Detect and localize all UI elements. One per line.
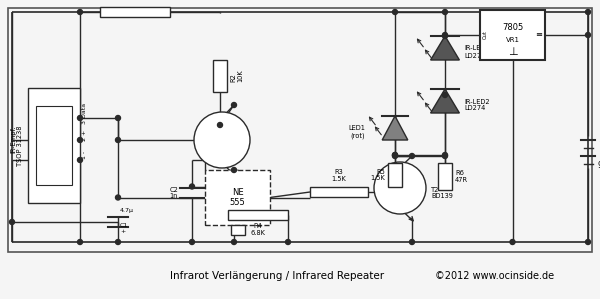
Circle shape	[443, 33, 448, 39]
Circle shape	[586, 33, 590, 37]
Text: Out: Out	[483, 30, 488, 39]
Circle shape	[443, 10, 448, 14]
Circle shape	[232, 103, 236, 108]
Polygon shape	[431, 36, 460, 60]
Text: R4
6.8K: R4 6.8K	[251, 223, 265, 236]
Text: 7805: 7805	[502, 24, 523, 33]
Circle shape	[115, 138, 121, 143]
Text: 4.7µ: 4.7µ	[120, 208, 134, 213]
Polygon shape	[431, 89, 460, 113]
Text: ≡: ≡	[535, 30, 542, 39]
Text: R2
10K: R2 10K	[230, 70, 243, 82]
Circle shape	[510, 239, 515, 245]
Circle shape	[374, 162, 426, 214]
Circle shape	[409, 239, 415, 245]
Text: ©2012 www.ocinside.de: ©2012 www.ocinside.de	[435, 271, 554, 281]
Circle shape	[190, 239, 194, 245]
Text: T2
BD139: T2 BD139	[431, 187, 453, 199]
Text: 9V: 9V	[598, 161, 600, 170]
Bar	[310, 187, 368, 197]
Text: Infrarot Verlängerung / Infrared Repeater: Infrarot Verlängerung / Infrared Repeate…	[170, 271, 384, 281]
Text: ⊥: ⊥	[508, 47, 517, 57]
Circle shape	[115, 115, 121, 120]
Text: NE
555: NE 555	[230, 188, 245, 207]
Bar	[480, 10, 545, 60]
Polygon shape	[382, 116, 408, 140]
Bar	[213, 60, 227, 92]
Bar	[28, 88, 80, 203]
Circle shape	[77, 10, 83, 14]
Text: VR1: VR1	[505, 37, 520, 43]
Circle shape	[10, 219, 14, 225]
Circle shape	[218, 123, 223, 127]
Bar	[438, 163, 452, 190]
Text: 1 -: 1 -	[82, 151, 87, 159]
Bar	[100, 7, 170, 17]
Text: 3 Data: 3 Data	[82, 103, 87, 123]
Circle shape	[443, 152, 448, 158]
Text: 2 +: 2 +	[82, 129, 87, 141]
Circle shape	[232, 239, 236, 245]
Text: T1
BC549C: T1 BC549C	[223, 190, 236, 216]
Text: LED1
(rot): LED1 (rot)	[348, 125, 365, 139]
Circle shape	[443, 153, 448, 158]
Circle shape	[77, 158, 83, 162]
Circle shape	[286, 239, 290, 245]
Circle shape	[586, 10, 590, 14]
Bar	[228, 210, 288, 220]
Circle shape	[409, 153, 415, 158]
Circle shape	[392, 152, 398, 158]
Circle shape	[115, 195, 121, 200]
Text: IR-LED1
LD274: IR-LED1 LD274	[464, 45, 490, 59]
Text: IR-Empf.
TSOP 31238: IR-Empf. TSOP 31238	[10, 125, 23, 166]
Circle shape	[77, 239, 83, 245]
Bar	[230, 225, 245, 235]
Text: +: +	[598, 137, 600, 147]
Text: C2
1n: C2 1n	[169, 187, 178, 199]
Circle shape	[443, 33, 448, 37]
Circle shape	[115, 239, 121, 245]
Circle shape	[77, 138, 83, 143]
Circle shape	[392, 10, 398, 14]
Circle shape	[392, 153, 398, 158]
Circle shape	[443, 92, 448, 97]
Circle shape	[194, 112, 250, 168]
Bar	[388, 163, 402, 187]
Text: R5
1.5K: R5 1.5K	[370, 169, 385, 181]
Circle shape	[232, 167, 236, 173]
Bar	[8, 8, 592, 252]
Bar	[36, 106, 72, 185]
Text: R3
1.5K: R3 1.5K	[332, 169, 346, 182]
Circle shape	[392, 152, 398, 158]
Text: R6
47R: R6 47R	[455, 170, 468, 183]
Circle shape	[586, 239, 590, 245]
Bar	[205, 170, 270, 225]
Text: IR-LED2
LD274: IR-LED2 LD274	[464, 98, 490, 112]
Circle shape	[190, 184, 194, 189]
Circle shape	[77, 115, 83, 120]
Text: C1
+: C1 +	[120, 223, 128, 234]
